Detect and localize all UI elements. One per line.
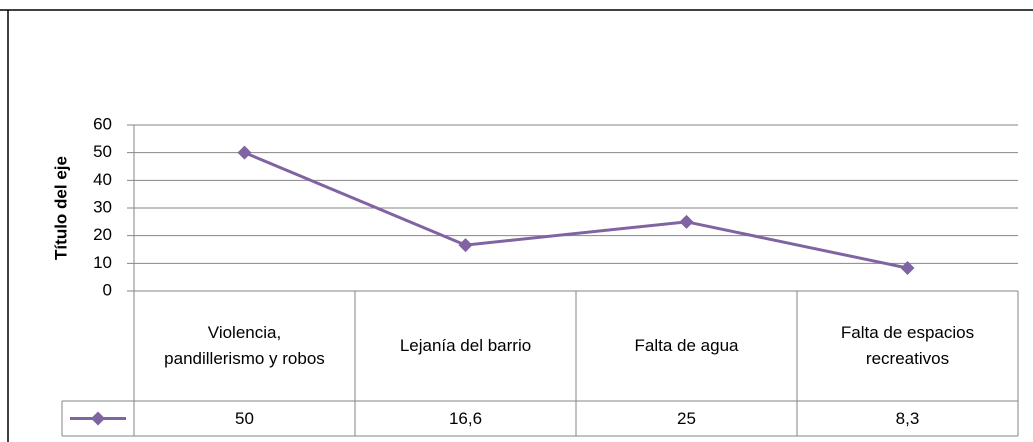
data-table-value: 25 — [677, 408, 696, 428]
data-table-value: 8,3 — [895, 408, 920, 428]
series-line — [243, 151, 908, 270]
legend-key-marker — [91, 411, 105, 426]
marker — [237, 145, 252, 160]
y-tick-label: 30 — [93, 197, 112, 216]
category-label: Falta de agua — [634, 336, 739, 355]
data-table-value: 16,6 — [448, 408, 483, 428]
y-tick-label: 40 — [93, 170, 112, 189]
category-label: Violencia, pandillerismo y robos — [164, 323, 325, 368]
y-tick-label: 10 — [93, 253, 112, 272]
marker — [458, 238, 473, 253]
y-tick-label: 0 — [103, 280, 112, 299]
marker — [900, 261, 915, 276]
y-tick-label: 20 — [93, 225, 112, 244]
data-table-value: 50 — [235, 408, 254, 428]
y-axis-title: Título del eje — [51, 156, 70, 260]
category-label: Falta de espacios recreativos — [840, 323, 975, 368]
y-tick-label: 50 — [93, 142, 112, 161]
marker — [679, 214, 694, 229]
y-tick-label: 60 — [93, 114, 112, 133]
category-label: Lejanía del barrio — [399, 336, 532, 355]
